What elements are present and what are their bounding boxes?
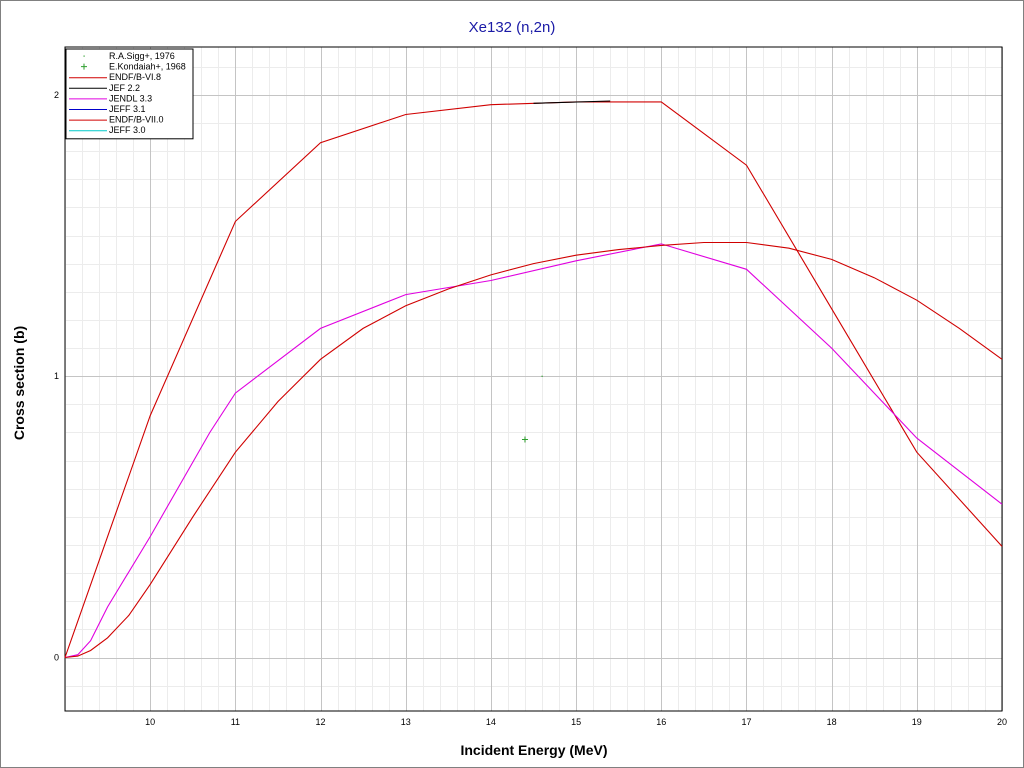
x-axis-label: Incident Energy (MeV): [460, 742, 607, 758]
legend-label: ENDF/B-VI.8: [109, 72, 161, 82]
y-tick-label: 2: [54, 90, 59, 100]
legend-label: JEFF 3.1: [109, 104, 146, 114]
legend-label: E.Kondaiah+, 1968: [109, 62, 186, 72]
series-layer: [64, 100, 1003, 659]
x-tick-label: 19: [912, 717, 922, 727]
x-tick-label: 11: [231, 717, 240, 727]
y-axis-label: Cross section (b): [11, 326, 27, 440]
x-tick-label: 12: [316, 717, 326, 727]
legend-label: JEFF 3.0: [109, 125, 146, 135]
series-line: [533, 100, 611, 104]
series-line: [64, 243, 1003, 659]
legend-label: ENDF/B-VII.0: [109, 115, 164, 125]
series-line: [64, 241, 1003, 659]
x-tick-label: 10: [145, 717, 155, 727]
data-point-marker: [541, 375, 543, 377]
legend-swatch: [81, 63, 87, 70]
x-tick-label: 13: [401, 717, 411, 727]
plot-area: [64, 46, 1003, 712]
x-tick-label: 15: [571, 717, 581, 727]
x-tick-label: 18: [827, 717, 837, 727]
y-tick-label: 0: [54, 653, 59, 663]
legend-label: JENDL 3.3: [109, 93, 152, 103]
x-tick-label: 14: [486, 717, 496, 727]
legend-label: R.A.Sigg+, 1976: [109, 51, 175, 61]
chart-title: Xe132 (n,2n): [469, 19, 556, 36]
x-tick-label: 20: [997, 717, 1007, 727]
x-tick-label: 17: [741, 717, 751, 727]
legend-swatch: [83, 55, 85, 57]
y-tick-label: 1: [54, 371, 59, 381]
data-point-marker: [521, 436, 528, 443]
legend-label: JEF 2.2: [109, 83, 140, 93]
grid: [65, 47, 1003, 711]
legend-box: [65, 48, 194, 140]
x-tick-label: 16: [656, 717, 666, 727]
